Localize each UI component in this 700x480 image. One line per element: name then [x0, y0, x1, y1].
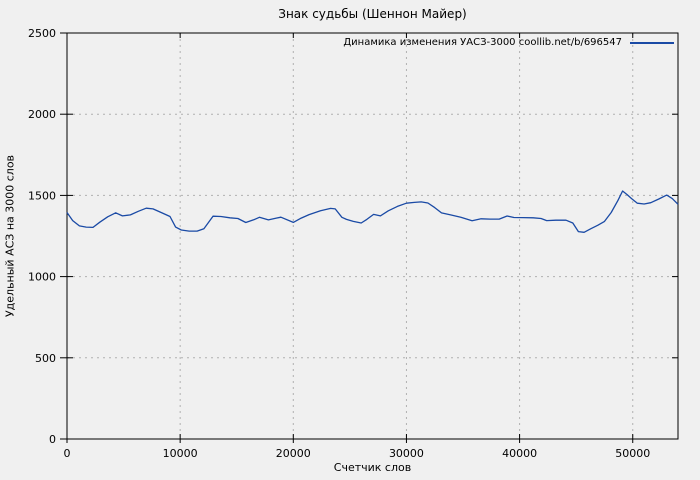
- x-tick-label: 40000: [502, 447, 537, 460]
- x-axis-label: Счетчик слов: [333, 461, 412, 474]
- legend: Динамика изменения УАСЗ-3000 coollib.net…: [343, 37, 674, 48]
- y-tick-label: 2500: [28, 27, 56, 40]
- y-tick-label: 500: [35, 352, 56, 365]
- x-tick-label: 10000: [163, 447, 198, 460]
- y-tick-label: 1500: [28, 189, 56, 202]
- x-tick-label: 30000: [389, 447, 424, 460]
- y-tick-label: 2000: [28, 108, 56, 121]
- x-tick-label: 50000: [615, 447, 650, 460]
- y-tick-label: 0: [49, 433, 56, 446]
- x-tick-label: 20000: [276, 447, 311, 460]
- plot-border: [66, 32, 679, 440]
- chart-title: Знак судьбы (Шеннон Майер): [278, 7, 467, 21]
- x-tick-label: 0: [64, 447, 71, 460]
- legend-line-sample: [630, 41, 674, 44]
- y-axis-label: Удельный АСЗ на 3000 слов: [3, 154, 17, 318]
- legend-label: Динамика изменения УАСЗ-3000 coollib.net…: [343, 37, 622, 48]
- y-tick-label: 1000: [28, 271, 56, 284]
- data-line: [66, 190, 679, 233]
